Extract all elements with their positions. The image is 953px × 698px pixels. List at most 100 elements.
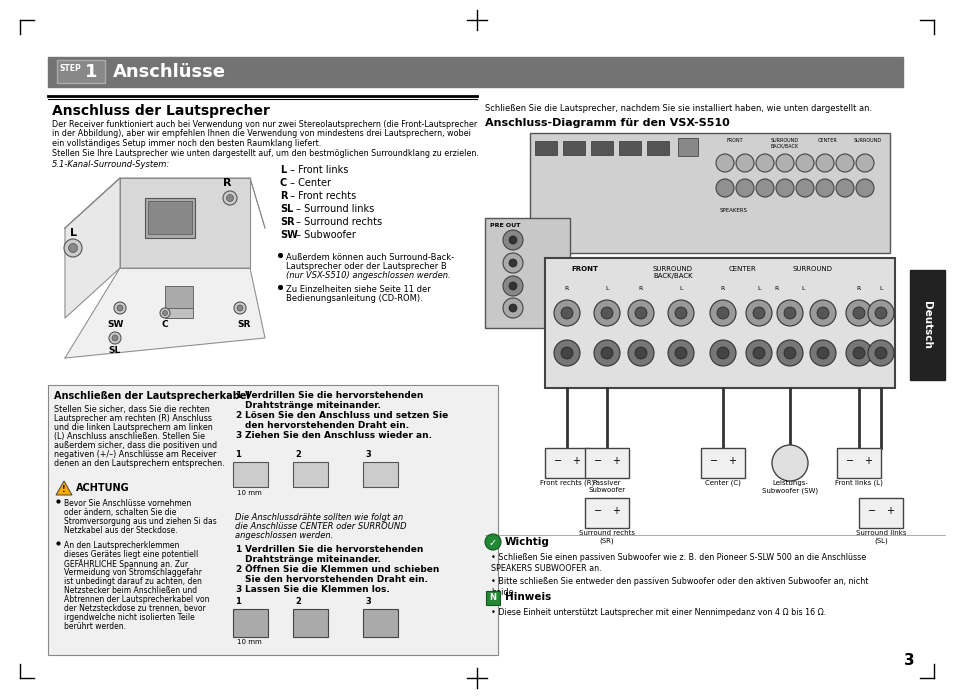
Circle shape xyxy=(600,307,613,319)
Circle shape xyxy=(855,179,873,197)
Text: Anschluss der Lautsprecher: Anschluss der Lautsprecher xyxy=(52,104,270,118)
Bar xyxy=(293,609,328,637)
Circle shape xyxy=(775,154,793,172)
Polygon shape xyxy=(120,178,250,268)
Circle shape xyxy=(874,347,886,359)
Text: L: L xyxy=(70,228,77,238)
Circle shape xyxy=(745,340,771,366)
Text: 1: 1 xyxy=(234,597,240,606)
Text: außerdem sicher, dass die positiven und: außerdem sicher, dass die positiven und xyxy=(54,441,217,450)
Bar xyxy=(233,609,268,637)
Text: Stellen Sie Ihre Lautsprecher wie unten dargestellt auf, um den bestmöglichen Su: Stellen Sie Ihre Lautsprecher wie unten … xyxy=(52,149,478,158)
Text: −: − xyxy=(709,456,718,466)
Text: L: L xyxy=(757,286,760,291)
Circle shape xyxy=(752,347,764,359)
Circle shape xyxy=(816,307,828,319)
Bar xyxy=(646,141,668,155)
Text: L: L xyxy=(280,165,286,175)
Text: SL: SL xyxy=(108,346,120,355)
Text: C: C xyxy=(161,320,168,329)
Text: Lautsprecher am rechten (R) Anschluss: Lautsprecher am rechten (R) Anschluss xyxy=(54,414,212,423)
Text: und die linken Lautsprechern am linken: und die linken Lautsprechern am linken xyxy=(54,423,213,432)
Text: – Subwoofer: – Subwoofer xyxy=(293,230,355,240)
Circle shape xyxy=(809,340,835,366)
Circle shape xyxy=(809,300,835,326)
Circle shape xyxy=(717,307,728,319)
Circle shape xyxy=(835,179,853,197)
Circle shape xyxy=(627,340,654,366)
Text: 1: 1 xyxy=(234,545,241,554)
Text: +: + xyxy=(863,456,871,466)
Circle shape xyxy=(509,236,517,244)
Text: SURROUND: SURROUND xyxy=(792,266,832,272)
Bar xyxy=(584,498,628,528)
Text: Abtrennen der Lautsprecherkabel von: Abtrennen der Lautsprecherkabel von xyxy=(64,595,210,604)
Text: Schließen Sie die Lautsprecher, nachdem Sie sie installiert haben, wie unten dar: Schließen Sie die Lautsprecher, nachdem … xyxy=(484,104,871,113)
Circle shape xyxy=(484,534,500,550)
Text: Vermeidung von Stromschlaggefahr: Vermeidung von Stromschlaggefahr xyxy=(64,568,202,577)
Text: Lassen Sie die Klemmen los.: Lassen Sie die Klemmen los. xyxy=(245,585,390,594)
Circle shape xyxy=(795,179,813,197)
Text: Verdrillen Sie die hervorstehenden: Verdrillen Sie die hervorstehenden xyxy=(245,391,423,400)
Text: −: − xyxy=(594,456,601,466)
Circle shape xyxy=(716,154,733,172)
Circle shape xyxy=(709,340,735,366)
Circle shape xyxy=(735,179,753,197)
Circle shape xyxy=(845,300,871,326)
Circle shape xyxy=(502,253,522,273)
Circle shape xyxy=(109,332,121,344)
Circle shape xyxy=(852,347,864,359)
Circle shape xyxy=(635,347,646,359)
Circle shape xyxy=(735,154,753,172)
Circle shape xyxy=(855,154,873,172)
Bar xyxy=(618,141,640,155)
Text: CENTER: CENTER xyxy=(818,138,837,143)
Bar xyxy=(700,448,744,478)
Text: angeschlossen werden.: angeschlossen werden. xyxy=(234,531,333,540)
Circle shape xyxy=(776,300,802,326)
Circle shape xyxy=(775,179,793,197)
Bar xyxy=(148,201,192,234)
Circle shape xyxy=(745,300,771,326)
Text: Anschluss-Diagramm für den VSX-S510: Anschluss-Diagramm für den VSX-S510 xyxy=(484,118,729,128)
Text: – Front rechts: – Front rechts xyxy=(287,191,355,201)
Text: Die Anschlussdrähte sollten wie folgt an: Die Anschlussdrähte sollten wie folgt an xyxy=(234,513,403,522)
Circle shape xyxy=(162,311,168,315)
Circle shape xyxy=(627,300,654,326)
Text: Anschließen der Lautsprecherkabel: Anschließen der Lautsprecherkabel xyxy=(54,391,250,401)
Text: • Schließen Sie einen passiven Subwoofer wie z. B. den Pioneer S-SLW 500 an die : • Schließen Sie einen passiven Subwoofer… xyxy=(491,553,865,573)
Text: L: L xyxy=(879,286,882,291)
Text: SL: SL xyxy=(280,204,294,214)
Text: SW: SW xyxy=(107,320,123,329)
Text: FRONT: FRONT xyxy=(571,266,598,272)
Text: +: + xyxy=(727,456,735,466)
Circle shape xyxy=(675,307,686,319)
Text: dieses Gerätes liegt eine potentiell: dieses Gerätes liegt eine potentiell xyxy=(64,550,198,559)
Text: +: + xyxy=(885,506,893,516)
Circle shape xyxy=(752,307,764,319)
Text: STEP: STEP xyxy=(60,64,82,73)
Bar xyxy=(57,60,105,83)
Circle shape xyxy=(560,347,573,359)
Text: GEFÄHRLICHE Spannung an. Zur: GEFÄHRLICHE Spannung an. Zur xyxy=(64,559,188,569)
Bar xyxy=(530,133,889,253)
Text: Drahtstränge miteinander.: Drahtstränge miteinander. xyxy=(245,401,380,410)
Bar xyxy=(485,591,499,605)
Bar xyxy=(293,462,328,487)
Circle shape xyxy=(502,230,522,250)
Circle shape xyxy=(776,340,802,366)
Text: Lösen Sie den Anschluss und setzen Sie: Lösen Sie den Anschluss und setzen Sie xyxy=(245,411,448,420)
Bar xyxy=(48,385,497,655)
Text: L: L xyxy=(801,286,804,291)
Text: Bedienungsanleitung (CD-ROM).: Bedienungsanleitung (CD-ROM). xyxy=(286,294,422,303)
Text: negativen (+/–) Anschlüsse am Receiver: negativen (+/–) Anschlüsse am Receiver xyxy=(54,450,216,459)
Text: Öffnen Sie die Klemmen und schieben: Öffnen Sie die Klemmen und schieben xyxy=(245,565,439,574)
Text: R: R xyxy=(774,286,779,291)
Text: 5.1-Kanal-Surround-System:: 5.1-Kanal-Surround-System: xyxy=(52,160,170,169)
Text: 2: 2 xyxy=(294,597,300,606)
Text: Netzkabel aus der Steckdose.: Netzkabel aus der Steckdose. xyxy=(64,526,177,535)
Text: 3: 3 xyxy=(365,450,371,459)
Circle shape xyxy=(667,300,693,326)
Text: Verdrillen Sie die hervorstehenden: Verdrillen Sie die hervorstehenden xyxy=(245,545,423,554)
Text: ACHTUNG: ACHTUNG xyxy=(76,483,130,493)
